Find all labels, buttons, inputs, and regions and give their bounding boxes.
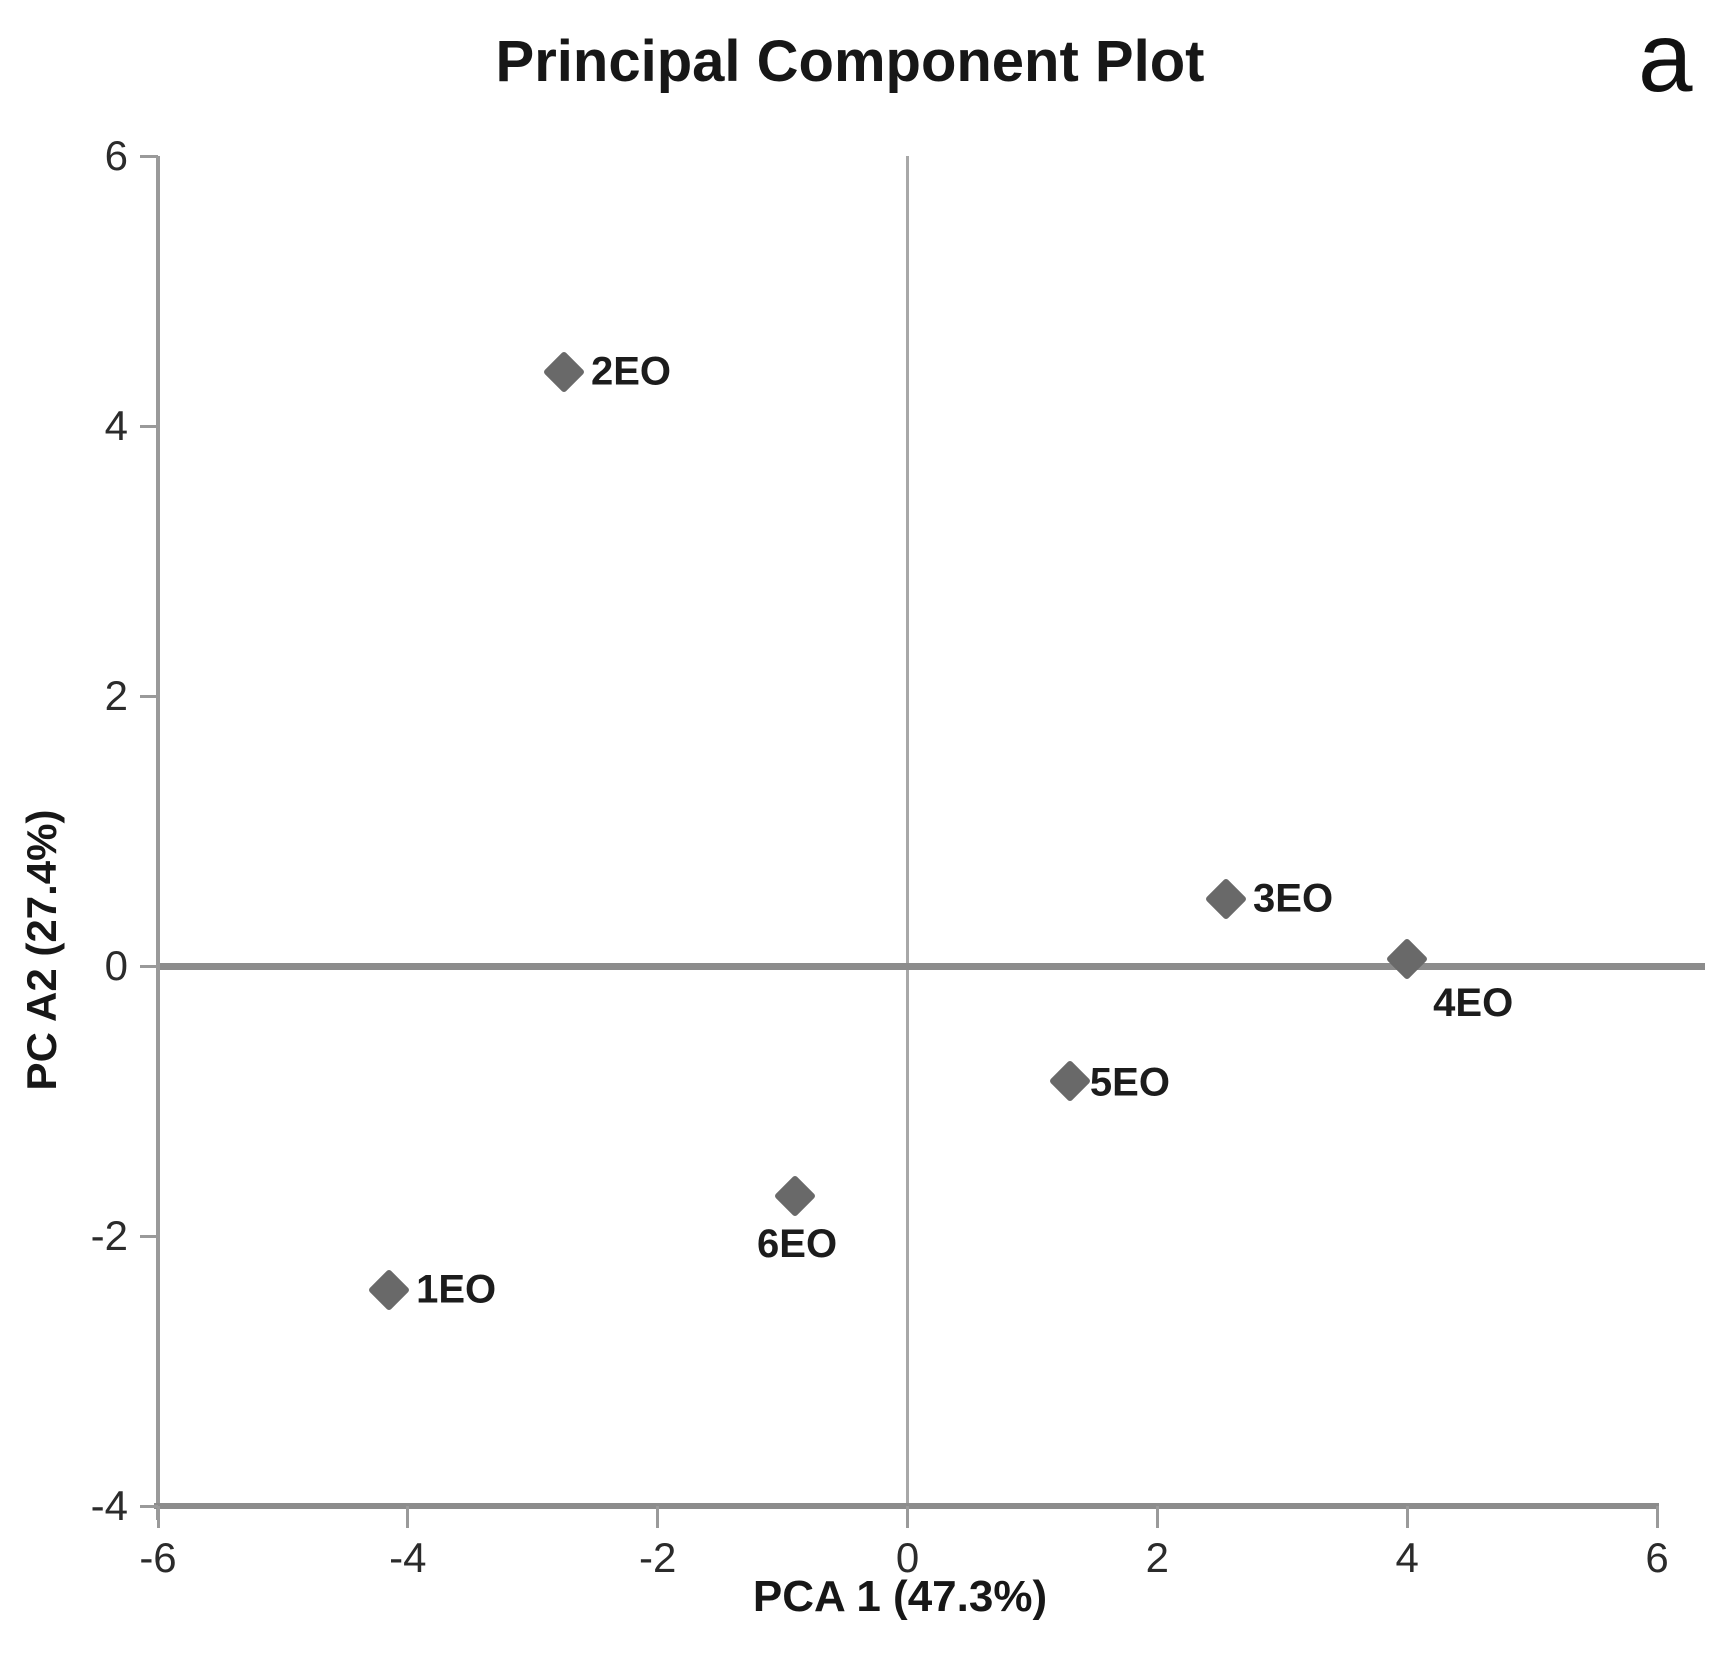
chart-title: Principal Component Plot (495, 29, 1205, 94)
y-tick-mark (140, 154, 158, 158)
x-tick-label: -6 (139, 1534, 177, 1581)
y-tick-label: 0 (104, 942, 128, 989)
point-label: 4EO (1433, 981, 1514, 1026)
y-tick-label: 2 (104, 672, 128, 719)
x-tick-label: 4 (1395, 1534, 1419, 1581)
diamond-marker-icon (1048, 1059, 1092, 1102)
x-tick-mark (656, 1506, 660, 1528)
y-tick-mark (140, 694, 158, 698)
x-tick-label: 2 (1145, 1534, 1170, 1581)
y-tick-label: -4 (90, 1482, 128, 1529)
x-tick-label: -2 (638, 1534, 677, 1581)
x-tick-label: 6 (1645, 1534, 1669, 1581)
point-label: 5EO (1089, 1060, 1170, 1105)
x-tick-mark (1405, 1506, 1409, 1528)
point-label: 1EO (416, 1267, 497, 1312)
x-tick-label: 0 (895, 1534, 920, 1581)
point-label: 6EO (757, 1221, 838, 1266)
x-axis-title: PCA 1 (47.3%) (752, 1572, 1048, 1621)
x-tick-mark (1155, 1506, 1159, 1528)
x-tick-label: -4 (389, 1534, 427, 1581)
plot-area: -4 -2 0 2 4 6 -6 -4 -2 0 2 4 6 1EO 2EO 3EO 4EO 5EO 6EO (91, 132, 1705, 1581)
y-axis-line (156, 156, 160, 1520)
x-tick-mark (906, 1506, 909, 1528)
y-tick-mark (140, 1504, 158, 1508)
diamond-marker-icon (773, 1174, 817, 1217)
x-tick-mark (156, 1506, 160, 1528)
y-zero-line (158, 962, 1705, 970)
y-tick-mark (140, 1234, 158, 1238)
x-tick-mark (1655, 1506, 1659, 1528)
diamond-marker-icon (542, 350, 586, 394)
y-tick-mark (140, 964, 158, 968)
panel-letter: a (1638, 2, 1693, 112)
diamond-marker-icon (367, 1268, 411, 1312)
point-label: 2EO (590, 349, 672, 394)
y-tick-label: -2 (90, 1212, 128, 1259)
x-zero-line (906, 156, 909, 1506)
diamond-marker-icon (1204, 877, 1248, 920)
diamond-marker-icon (1385, 938, 1429, 981)
y-tick-label: 6 (104, 132, 128, 179)
y-tick-label: 4 (104, 402, 128, 449)
x-tick-mark (406, 1506, 410, 1528)
y-tick-mark (140, 424, 158, 428)
point-label: 3EO (1253, 876, 1334, 920)
